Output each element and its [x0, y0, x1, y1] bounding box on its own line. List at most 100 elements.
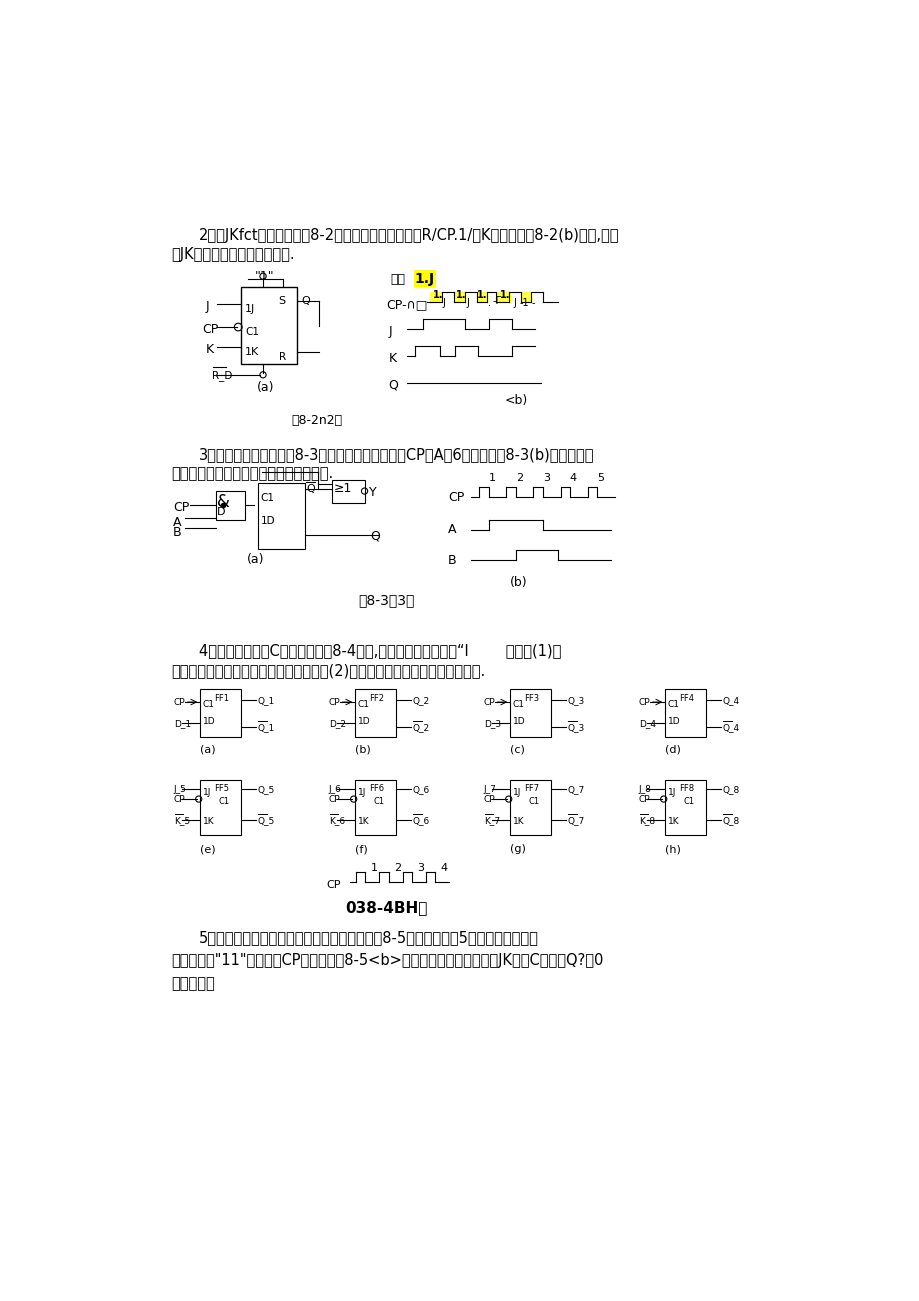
- Text: C1: C1: [373, 796, 384, 805]
- Bar: [430, 291, 441, 302]
- Text: B: B: [448, 554, 457, 567]
- Text: 038-4BH图: 038-4BH图: [345, 900, 427, 915]
- Text: CP: CP: [174, 795, 186, 804]
- Text: 2、某JKfct发器电路如图8-2（八）所示，其输入端R/CP.1/和K的波形如图8-2(b)所示,试画: 2、某JKfct发器电路如图8-2（八）所示，其输入端R/CP.1/和K的波形如…: [199, 228, 618, 243]
- Text: "1": "1": [255, 271, 274, 284]
- Text: (g): (g): [510, 844, 526, 855]
- Text: CP: CP: [483, 795, 495, 804]
- Text: J_7: J_7: [483, 786, 496, 794]
- Text: <b): <b): [505, 394, 528, 407]
- Text: 1J: 1J: [357, 787, 366, 796]
- Text: 5、由。触发器和欢触发器构成的时序电路如图8-5（八）所示，5知两个触发器的初: 5、由。触发器和欢触发器构成的时序电路如图8-5（八）所示，5知两个触发器的初: [199, 930, 538, 945]
- Text: D_4: D_4: [638, 719, 655, 729]
- Text: 1K: 1K: [245, 347, 259, 356]
- Text: (c): (c): [510, 744, 525, 755]
- Text: Q_5: Q_5: [257, 786, 275, 794]
- Bar: [258, 484, 304, 549]
- Bar: [664, 690, 705, 736]
- Text: CP: CP: [329, 699, 340, 708]
- Text: FF2: FF2: [369, 695, 384, 704]
- Text: 始状态均为"11"时钟脉冲CP的波形如图8-5<b>所示，试画出均触发器和JK触发C输出战Q?和0: 始状态均为"11"时钟脉冲CP的波形如图8-5<b>所示，试画出均触发器和JK触…: [171, 954, 603, 968]
- Text: B: B: [173, 526, 182, 539]
- Text: Q_3: Q_3: [567, 696, 584, 705]
- Text: Q_5: Q_5: [257, 816, 275, 825]
- Text: J: J: [388, 325, 391, 338]
- Text: 1.: 1.: [500, 290, 510, 301]
- Text: 2: 2: [393, 863, 401, 873]
- Text: 1D: 1D: [667, 717, 679, 726]
- Text: 3、某。触发器电路如图8-3（八）所示，其输入端CP、A和6的某形如图8-3(b)所示，试行: 3、某。触发器电路如图8-3（八）所示，其输入端CP、A和6的某形如图8-3(b…: [199, 448, 594, 462]
- Text: CP: CP: [326, 879, 341, 890]
- Text: (h): (h): [664, 844, 680, 855]
- Text: 3: 3: [417, 863, 424, 873]
- Text: CP: CP: [638, 795, 650, 804]
- Text: C1: C1: [245, 327, 259, 337]
- Text: 1D: 1D: [357, 717, 369, 726]
- Text: CP-∩□: CP-∩□: [386, 298, 427, 311]
- Text: A: A: [173, 516, 181, 530]
- Text: -Γ: -Γ: [492, 297, 501, 306]
- Text: Q_7: Q_7: [567, 786, 584, 794]
- Text: 出JK触发器输出端。的波形图.: 出JK触发器输出端。的波形图.: [171, 247, 294, 262]
- Text: 1.J: 1.J: [414, 272, 435, 286]
- Text: FF6: FF6: [369, 783, 384, 792]
- Text: 1K: 1K: [512, 817, 524, 826]
- Text: 2: 2: [516, 474, 522, 484]
- Text: J: J: [513, 298, 516, 308]
- Text: CP: CP: [329, 795, 340, 804]
- Text: D_1: D_1: [174, 719, 191, 729]
- Text: R_D: R_D: [211, 371, 232, 381]
- Text: 1J: 1J: [245, 304, 255, 314]
- Text: Q: Q: [370, 530, 380, 543]
- Text: 1D: 1D: [260, 516, 275, 527]
- Text: (b): (b): [355, 744, 370, 755]
- Text: K_7: K_7: [483, 816, 500, 825]
- Text: Q_1: Q_1: [257, 723, 275, 732]
- Text: Q_7: Q_7: [567, 816, 584, 825]
- Text: FF4: FF4: [678, 695, 694, 704]
- Text: 1J: 1J: [202, 787, 210, 796]
- Text: (a): (a): [200, 744, 216, 755]
- Text: CP: CP: [202, 323, 219, 336]
- Bar: [476, 291, 486, 302]
- Bar: [241, 288, 297, 364]
- Text: J_5: J_5: [174, 786, 187, 794]
- Text: 4: 4: [569, 474, 576, 484]
- Text: 1J: 1J: [667, 787, 675, 796]
- Text: C1: C1: [528, 796, 539, 805]
- Text: 出。触发器恰出端。和输出灿个的波形图.: 出。触发器恰出端。和输出灿个的波形图.: [171, 467, 333, 481]
- Text: K: K: [206, 343, 213, 356]
- Text: 1.: 1.: [456, 290, 466, 301]
- Text: ≥1: ≥1: [334, 481, 352, 494]
- Bar: [510, 779, 550, 835]
- Text: .: .: [487, 298, 490, 308]
- Text: &: &: [217, 493, 230, 511]
- Text: (a): (a): [256, 381, 274, 394]
- Text: Q: Q: [301, 297, 310, 306]
- Text: (b): (b): [510, 576, 528, 589]
- Text: Q_8: Q_8: [721, 816, 739, 825]
- Text: 1: 1: [488, 474, 495, 484]
- Text: R: R: [278, 353, 285, 363]
- Text: C1: C1: [260, 493, 275, 503]
- Text: -: -: [530, 298, 534, 308]
- Text: (a): (a): [246, 553, 264, 566]
- Text: FF5: FF5: [214, 783, 229, 792]
- Text: Q_4: Q_4: [721, 696, 739, 705]
- Bar: [496, 291, 510, 302]
- Text: 3: 3: [542, 474, 550, 484]
- Text: 4: 4: [440, 863, 448, 873]
- Text: 1K: 1K: [667, 817, 678, 826]
- Text: J_8: J_8: [638, 786, 651, 794]
- Text: 图8-3题3图: 图8-3题3图: [357, 593, 414, 606]
- Text: K_6: K_6: [329, 816, 345, 825]
- Text: K_8: K_8: [638, 816, 654, 825]
- Text: (e): (e): [200, 844, 216, 855]
- Text: 的波形图。: 的波形图。: [171, 976, 214, 991]
- Text: Q_1: Q_1: [257, 696, 275, 705]
- Text: CP: CP: [174, 699, 186, 708]
- Text: Q_6: Q_6: [412, 786, 429, 794]
- Text: 1: 1: [370, 863, 378, 873]
- Text: 分别画出图中各触发器输由端。的波形：(2)指出哪些触发着电路具有计数功能.: 分别画出图中各触发器输由端。的波形：(2)指出哪些触发着电路具有计数功能.: [171, 662, 484, 678]
- Text: D_2: D_2: [329, 719, 346, 729]
